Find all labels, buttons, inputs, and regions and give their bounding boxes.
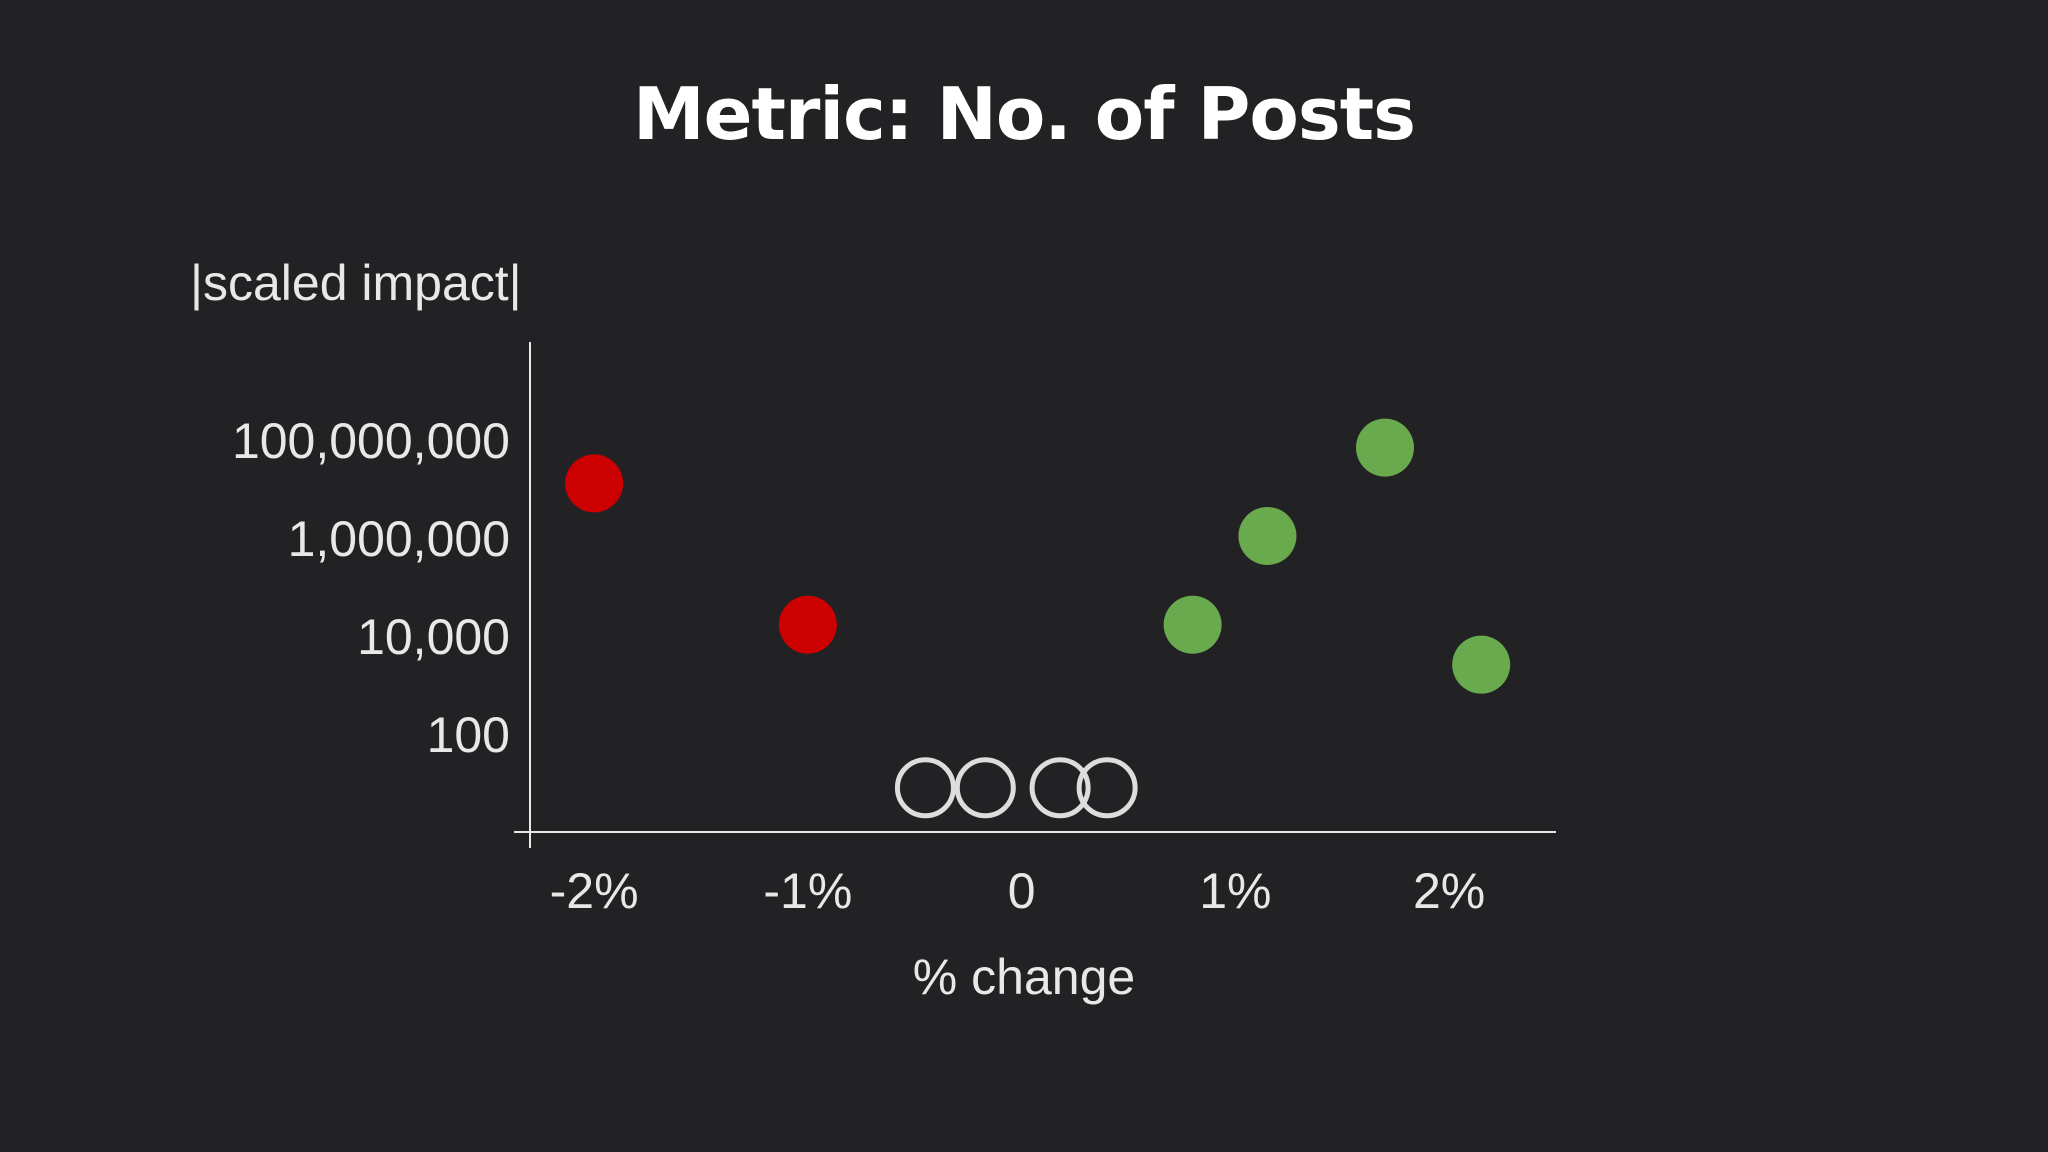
data-point [1029, 757, 1091, 819]
data-point [565, 454, 624, 513]
x-tick-labels: -2% -1% 0 1% 2% [550, 863, 1486, 919]
x-tick-label: 1% [1199, 863, 1271, 919]
x-tick-label: -1% [763, 863, 852, 919]
data-point [1163, 595, 1222, 654]
y-tick-label: 100,000,000 [232, 413, 510, 469]
data-point [778, 595, 837, 654]
data-point [1356, 418, 1414, 477]
y-tick-labels: 100 10,000 1,000,000 100,000,000 [232, 413, 510, 763]
data-point [894, 757, 956, 819]
data-points [565, 418, 1511, 819]
x-tick-label: 0 [1008, 863, 1036, 919]
chart-title: Metric: No. of Posts [633, 72, 1416, 156]
x-tick-label: -2% [550, 863, 639, 919]
data-point [1238, 506, 1297, 565]
y-tick-label: 100 [427, 707, 510, 763]
x-axis-label: % change [913, 949, 1135, 1005]
y-tick-label: 1,000,000 [288, 511, 510, 567]
x-tick-label: 2% [1413, 863, 1485, 919]
y-axis-label: |scaled impact| [190, 255, 522, 311]
y-tick-label: 10,000 [357, 609, 510, 665]
data-point [1076, 757, 1138, 819]
data-point [1452, 635, 1511, 694]
data-point [954, 757, 1016, 819]
